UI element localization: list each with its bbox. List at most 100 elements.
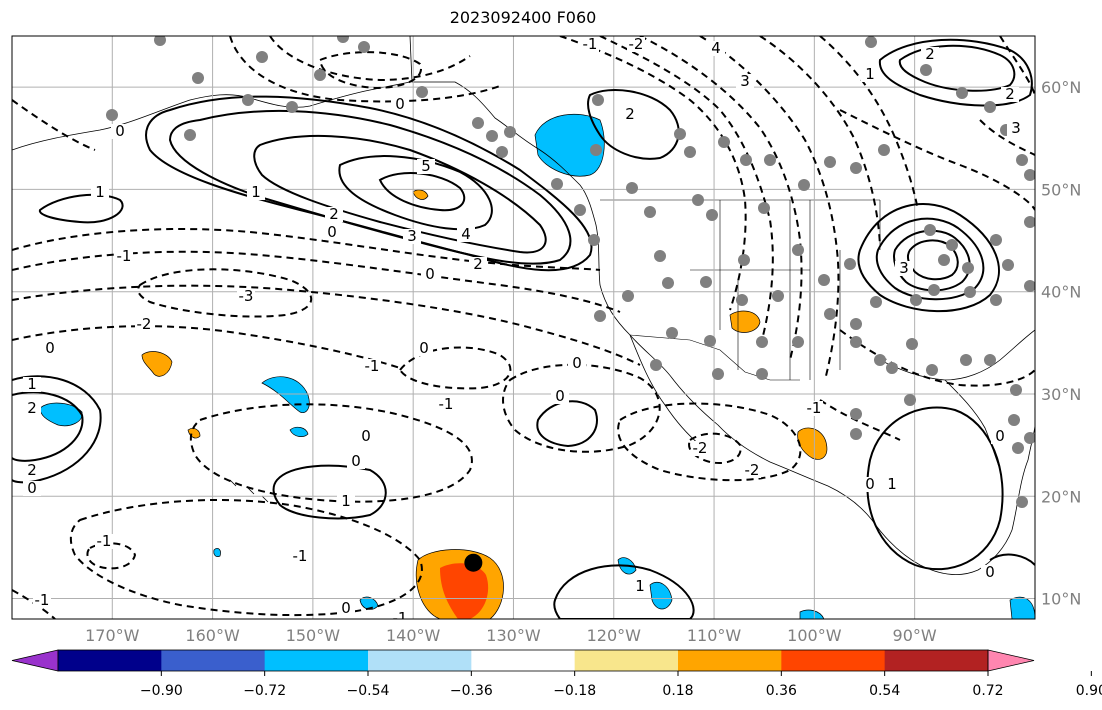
lat-tick-label: 40°N bbox=[1041, 283, 1081, 302]
contour-label-bg bbox=[391, 611, 409, 619]
contour-label: 2 bbox=[1005, 85, 1015, 103]
colorbar-tick-label: −0.36 bbox=[450, 683, 493, 699]
contour-label: -2 bbox=[629, 35, 644, 53]
station-dot bbox=[706, 209, 718, 221]
contour-label: 2 bbox=[473, 255, 483, 273]
contour-label: -1 bbox=[117, 247, 132, 265]
contour-label-bg bbox=[921, 47, 939, 62]
contour-label: -2 bbox=[745, 461, 760, 479]
station-dot bbox=[850, 318, 862, 330]
station-dot bbox=[962, 262, 974, 274]
station-dot bbox=[990, 234, 1002, 246]
station-dot bbox=[592, 94, 604, 106]
colorbar: −0.90 −0.72 −0.54 −0.36 −0.18 0.18 0.36 0.54 0.7… bbox=[11, 649, 1102, 699]
contour-label: 4 bbox=[461, 225, 471, 243]
contour-label-bg bbox=[457, 227, 475, 242]
station-dot bbox=[242, 94, 254, 106]
station-dot bbox=[1002, 259, 1014, 271]
contour-label-bg bbox=[23, 377, 41, 392]
station-dot bbox=[1024, 432, 1035, 444]
contour-label-bg bbox=[95, 534, 113, 549]
contour-label: 0 bbox=[572, 354, 582, 372]
map-frame bbox=[11, 35, 1036, 620]
colorbar-segment bbox=[471, 650, 576, 671]
contour-label: -1 bbox=[393, 609, 408, 627]
colorbar-tick-label: 0.72 bbox=[972, 683, 1003, 699]
contour-label: 0 bbox=[27, 479, 37, 497]
contour-label: 1 bbox=[95, 183, 105, 201]
station-dot bbox=[704, 335, 716, 347]
station-dot bbox=[824, 308, 836, 320]
lon-tick-label: 140°W bbox=[386, 626, 441, 645]
station-dot bbox=[865, 36, 877, 48]
contour-label: 0 bbox=[425, 265, 435, 283]
station-dot bbox=[886, 362, 898, 374]
contour-label: 1 bbox=[865, 65, 875, 83]
contour-label-bg bbox=[33, 593, 51, 608]
contour-label-bg bbox=[691, 441, 709, 456]
contour-label-bg bbox=[568, 356, 586, 371]
station-dot bbox=[906, 338, 918, 350]
station-dot bbox=[106, 109, 118, 121]
lon-tick-label: 100°W bbox=[787, 626, 842, 645]
contour-label-bg bbox=[23, 401, 41, 416]
lon-tick-label: 150°W bbox=[286, 626, 341, 645]
contour-label-bg bbox=[347, 454, 365, 469]
contour-label-bg bbox=[1007, 121, 1025, 136]
colorbar-segment bbox=[884, 650, 989, 671]
station-dot bbox=[551, 178, 563, 190]
contour-label-bg bbox=[627, 37, 645, 52]
contour-label: 0 bbox=[361, 427, 371, 445]
contour-label-bg bbox=[357, 429, 375, 444]
contour-label: 1 bbox=[27, 375, 37, 393]
contour-label-bg bbox=[23, 481, 41, 496]
colorbar-segment bbox=[368, 650, 472, 671]
lon-tick-label: 110°W bbox=[687, 626, 742, 645]
contour-label: 0 bbox=[341, 599, 351, 617]
contour-label: -2 bbox=[693, 439, 708, 457]
contour-label-bg bbox=[861, 477, 879, 492]
contour-label: 0 bbox=[865, 475, 875, 493]
station-dot bbox=[758, 202, 770, 214]
contour-label-bg bbox=[325, 207, 343, 222]
contour-label-bg bbox=[41, 341, 59, 356]
station-dot bbox=[154, 36, 166, 46]
contour-label-bg bbox=[707, 41, 725, 56]
station-dot bbox=[472, 117, 484, 129]
contour-label: -1 bbox=[439, 395, 454, 413]
contour-label: 3 bbox=[407, 227, 417, 245]
station-dot bbox=[964, 286, 976, 298]
lon-tick-label: 170°W bbox=[85, 626, 140, 645]
station-dot bbox=[870, 296, 882, 308]
contour-label: -1 bbox=[97, 532, 112, 550]
colorbar-tick-label: −0.18 bbox=[553, 683, 596, 699]
contour-label: -1 bbox=[807, 399, 822, 417]
contour-label-bg bbox=[991, 429, 1009, 444]
contour-label: -1 bbox=[293, 547, 308, 565]
colorbar-segment bbox=[678, 650, 782, 671]
contour-label-bg bbox=[736, 74, 754, 89]
station-dot bbox=[764, 154, 776, 166]
contour-lines bbox=[12, 36, 1035, 619]
station-dot bbox=[984, 101, 996, 113]
colorbar-tick-label: 0.54 bbox=[869, 683, 900, 699]
station-dot bbox=[850, 428, 862, 440]
positive-anomaly-blob bbox=[412, 189, 429, 200]
station-dot bbox=[960, 354, 972, 366]
station-dot bbox=[286, 101, 298, 113]
station-dot bbox=[192, 72, 204, 84]
station-dot bbox=[878, 144, 890, 156]
colorbar-segment bbox=[161, 650, 266, 671]
station-dot bbox=[792, 336, 804, 348]
station-dot bbox=[590, 144, 602, 156]
station-dot bbox=[184, 129, 196, 141]
station-dot bbox=[1016, 154, 1028, 166]
lat-tick-label: 50°N bbox=[1041, 180, 1081, 199]
lat-tick-label: 10°N bbox=[1041, 590, 1081, 609]
colorbar-upper-extend bbox=[987, 649, 1035, 672]
lat-tick-label: 60°N bbox=[1041, 78, 1081, 97]
colorbar-segment bbox=[781, 650, 886, 671]
contour-label-bg bbox=[743, 463, 761, 478]
contour-label: 3 bbox=[899, 259, 909, 277]
contour-label: 2 bbox=[925, 45, 935, 63]
